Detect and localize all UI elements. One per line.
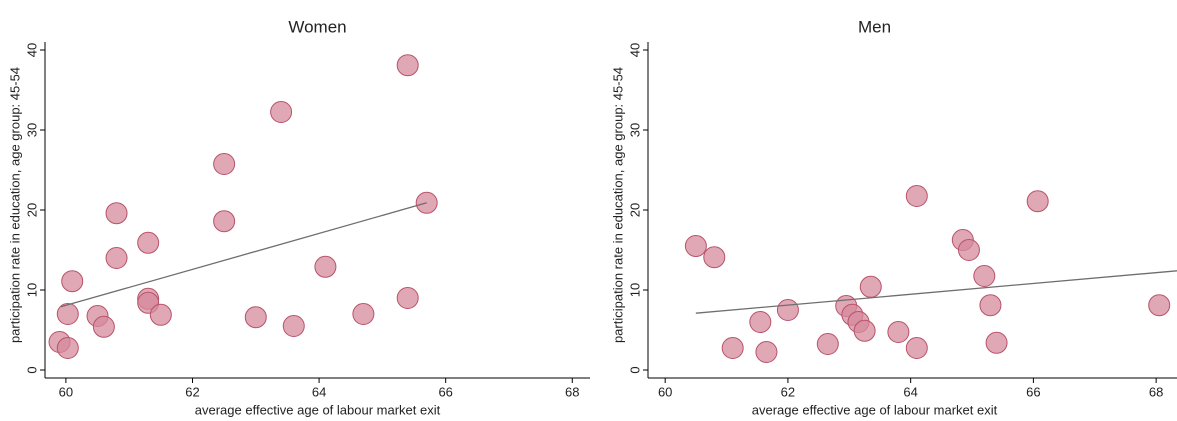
chart-title: Men <box>858 17 891 36</box>
point <box>149 303 172 326</box>
point <box>973 265 996 287</box>
point <box>985 331 1008 354</box>
panel: Men 0 10 20 30 40 60 62 64 66 68 average effective … <box>610 17 1177 417</box>
point <box>957 239 980 261</box>
x-tick-label: 64 <box>903 384 917 399</box>
point <box>1148 294 1171 317</box>
point <box>105 202 128 225</box>
y-tick-label: 40 <box>627 43 642 57</box>
chart-title: Women <box>288 17 346 36</box>
point <box>905 337 928 359</box>
y-tick-label: 20 <box>24 203 39 217</box>
point <box>213 153 236 175</box>
point <box>721 337 744 359</box>
point <box>105 247 128 269</box>
x-tick-label: 68 <box>1149 384 1163 399</box>
x-tick-label: 62 <box>185 384 199 399</box>
x-tick-label: 62 <box>781 384 795 399</box>
y-tick-label: 0 <box>627 366 642 373</box>
point <box>56 337 79 359</box>
x-tick-label: 60 <box>59 384 73 399</box>
point <box>749 311 772 333</box>
point <box>703 246 726 269</box>
y-tick-label: 40 <box>24 43 39 57</box>
point <box>1026 190 1049 213</box>
point <box>61 270 84 293</box>
point <box>684 235 707 257</box>
point <box>396 54 419 77</box>
x-tick-label: 68 <box>565 384 579 399</box>
point <box>92 315 115 338</box>
y-tick-label: 10 <box>24 283 39 297</box>
point <box>755 341 778 363</box>
point <box>776 299 799 321</box>
y-tick-label: 10 <box>627 283 642 297</box>
point <box>979 294 1002 317</box>
point <box>905 185 928 207</box>
y-axis-label: participation rate in education, age gro… <box>610 67 625 343</box>
x-tick-label: 66 <box>1026 384 1040 399</box>
point <box>56 303 79 325</box>
point <box>213 210 236 233</box>
point <box>137 231 160 254</box>
panel: Women 0 10 20 30 40 60 62 64 66 68 average effectiv… <box>7 17 590 417</box>
y-tick-label: 20 <box>627 203 642 217</box>
point <box>352 303 375 325</box>
x-tick-label: 64 <box>312 384 326 399</box>
point <box>816 333 839 355</box>
x-axis-label: average effective age of labour market e… <box>195 402 441 417</box>
point <box>396 287 419 309</box>
x-axis-label: average effective age of labour market e… <box>752 402 998 417</box>
y-tick-label: 0 <box>24 366 39 373</box>
point <box>244 306 267 329</box>
y-tick-label: 30 <box>627 123 642 137</box>
x-tick-label: 60 <box>658 384 672 399</box>
fit-line <box>695 270 1177 314</box>
point <box>314 255 337 278</box>
fit-line <box>60 202 427 308</box>
point <box>270 101 293 123</box>
x-tick-label: 66 <box>438 384 452 399</box>
point <box>853 319 876 342</box>
point <box>282 315 305 337</box>
y-tick-label: 30 <box>24 123 39 137</box>
point <box>859 275 882 298</box>
y-axis-label: participation rate in education, age gro… <box>7 67 22 343</box>
point <box>887 321 910 343</box>
